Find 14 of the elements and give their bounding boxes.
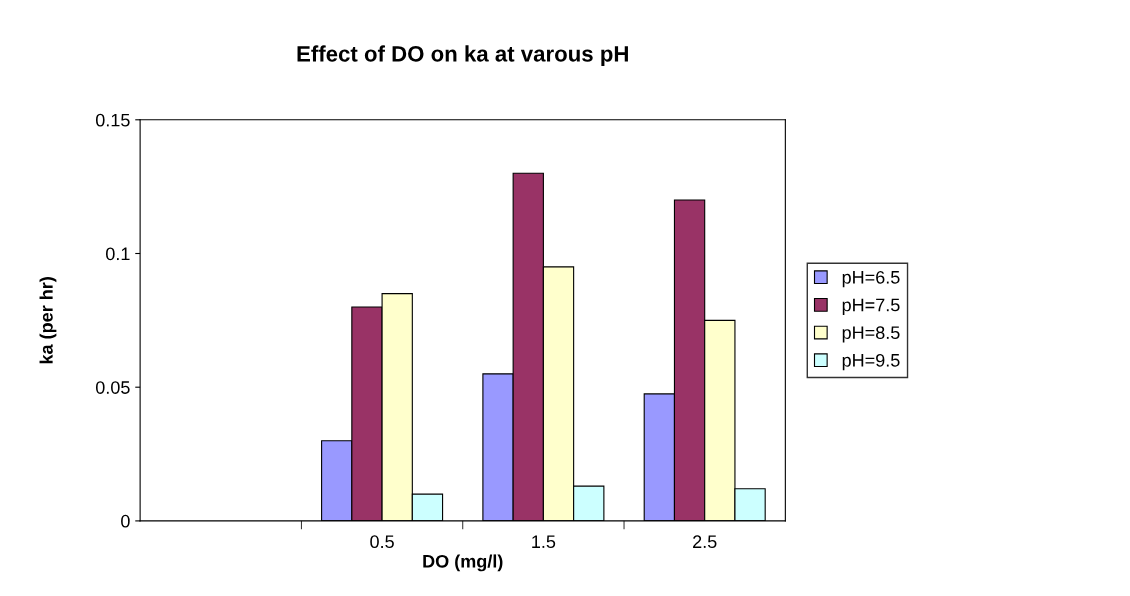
y-tick-label: 0 bbox=[121, 514, 130, 528]
y-tick-label: 0.05 bbox=[95, 381, 130, 394]
legend-label: pH=9.5 bbox=[842, 353, 900, 371]
legend-label: pH=7.5 bbox=[842, 298, 900, 315]
x-axis-title: DO (mg/l) bbox=[423, 554, 503, 572]
x-tick-label: 2.5 bbox=[693, 535, 717, 549]
x-tick-label: 0.5 bbox=[370, 535, 394, 549]
legend-label: pH=8.5 bbox=[842, 326, 900, 343]
chart-title: Effect of DO on ka at varous pH bbox=[297, 45, 628, 67]
legend-label: pH=6.5 bbox=[842, 270, 900, 288]
y-axis-title: ka (per hr) bbox=[39, 277, 57, 364]
y-tick-label: 0.1 bbox=[106, 247, 130, 261]
x-tick-label: 1.5 bbox=[532, 535, 556, 549]
y-tick-label: 0.15 bbox=[95, 113, 130, 127]
